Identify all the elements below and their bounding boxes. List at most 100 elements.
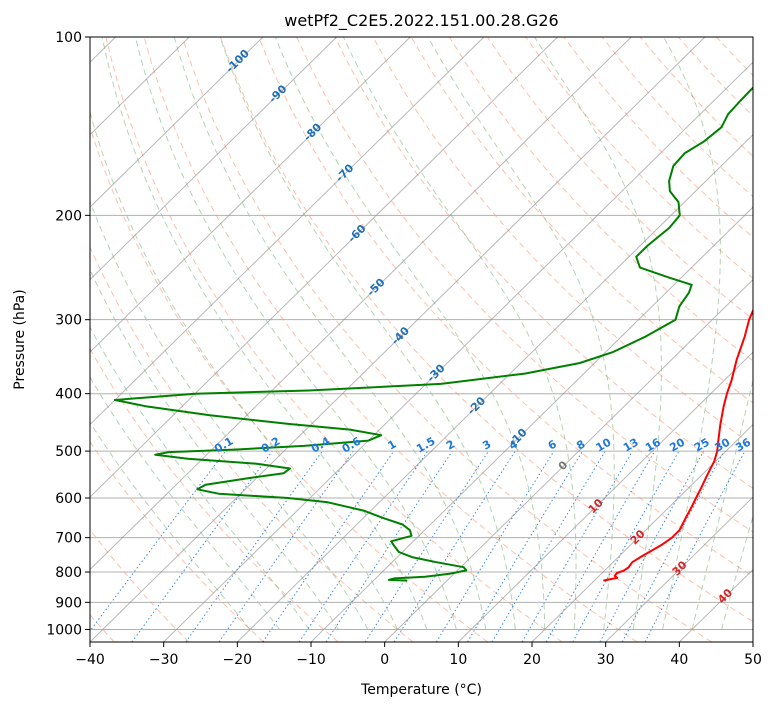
x-tick-label: 0	[380, 652, 389, 668]
isotherm-line	[90, 37, 264, 208]
moist-adiabat	[90, 421, 251, 630]
dry-adiabat	[181, 37, 712, 642]
dry-adiabat	[143, 37, 638, 642]
mixing-ratio-label: 25	[692, 436, 712, 455]
isotherm-line	[605, 496, 753, 642]
moist-adiabat	[90, 200, 369, 630]
mixing-ratio-label: 0.1	[212, 435, 235, 456]
moist-adiabat	[275, 37, 546, 630]
moist-adiabat	[173, 37, 487, 630]
moist-adiabat	[721, 514, 753, 630]
dry-adiabat	[296, 37, 753, 533]
mixing-ratio-label: 3	[480, 438, 493, 453]
isotherm-line	[310, 206, 753, 642]
dry-adiabat	[487, 37, 753, 321]
mixing-ratio-line	[545, 450, 656, 642]
dry-adiabat	[755, 37, 775, 642]
mixing-ratio-line	[262, 450, 395, 642]
moist-adiabat	[534, 37, 662, 630]
mixing-ratio-line	[467, 450, 584, 642]
mixing-ratio-label: 20	[667, 435, 687, 454]
moist-adiabat	[219, 37, 516, 630]
mixing-ratio-line	[435, 450, 555, 642]
isotherm-line	[90, 37, 558, 498]
mixing-ratio-line	[393, 450, 516, 642]
plot-frame	[89, 36, 754, 643]
temperature-profile	[603, 308, 753, 582]
mixing-ratio-line	[572, 450, 680, 642]
y-axis-label: Pressure (hPa)	[12, 289, 28, 389]
mixing-ratio-line	[185, 450, 323, 642]
isotherm-line	[163, 61, 753, 642]
y-tick-label: 800	[55, 565, 82, 581]
mixing-ratio-label: 0.6	[340, 434, 364, 455]
mixing-ratio-line	[298, 450, 429, 642]
x-axis-label: Temperature (°C)	[360, 682, 482, 698]
isotherm-line	[90, 37, 632, 571]
mixing-ratio-line	[90, 450, 226, 632]
mixing-ratio-line	[325, 450, 453, 642]
moist-adiabat	[427, 37, 615, 630]
mixing-ratio-label: 30	[713, 435, 733, 454]
isotherm-line	[90, 37, 485, 426]
mixing-ratio-label: 0.4	[309, 434, 333, 455]
isotherm-line	[457, 351, 753, 642]
background-lines	[90, 37, 775, 642]
mixing-ratio-label: 10	[594, 435, 614, 454]
y-axis-ticks: 100 200 300 400 500 600 700 800 900 1000	[46, 30, 90, 638]
x-tick-label: −20	[223, 652, 253, 668]
mixing-ratio-label: 6	[546, 437, 559, 452]
moist-adiabat	[90, 268, 339, 630]
mixing-ratio-label: 1.5	[414, 435, 437, 456]
moist-adiabat	[101, 37, 428, 630]
y-tick-label: 1000	[46, 622, 82, 638]
mixing-ratio-line	[621, 450, 725, 642]
moist-adiabat	[662, 37, 721, 630]
dry-adiabat	[258, 37, 753, 578]
isotherm-line	[90, 37, 337, 281]
moist-adiabat	[134, 37, 457, 630]
isotherm-line	[90, 37, 190, 136]
mixing-ratio-line	[218, 450, 354, 642]
dry-adiabat	[105, 37, 563, 642]
sounding-profiles	[113, 86, 753, 582]
x-tick-label: 30	[597, 652, 615, 668]
dry-adiabat	[219, 37, 753, 623]
y-tick-label: 900	[55, 595, 82, 611]
chart-title: wetPf2_C2E5.2022.151.00.28.G26	[284, 11, 558, 31]
y-tick-label: 400	[55, 387, 82, 403]
dry-adiabat	[448, 37, 753, 362]
dewpoint-profile	[113, 86, 753, 582]
dry-adiabat	[90, 125, 488, 642]
x-tick-label: 50	[744, 652, 762, 668]
dry-adiabat	[90, 528, 190, 642]
isotherm-line	[90, 37, 411, 353]
isotherm-line	[752, 641, 753, 642]
isotherm-label: -100	[223, 47, 252, 76]
moist-adiabat	[90, 376, 280, 630]
mixing-ratio-line	[131, 450, 273, 642]
y-tick-label: 200	[55, 208, 82, 224]
y-tick-label: 500	[55, 444, 82, 460]
mixing-ratio-line	[599, 450, 705, 642]
isotherm-line	[384, 278, 753, 642]
moist-adiabat	[90, 326, 310, 630]
dry-adiabat	[90, 440, 264, 642]
x-axis-ticks: −40 −30 −20 −10 0 10 20 30 40 50	[75, 642, 762, 668]
isotherm-line	[678, 568, 753, 642]
mixing-ratio-label: 2	[444, 438, 457, 453]
dry-adiabat	[372, 37, 753, 447]
dry-adiabat	[601, 37, 753, 198]
isotherm-line	[531, 423, 753, 642]
mixing-ratio-label: 1	[386, 438, 399, 453]
dry-adiabat	[334, 37, 753, 490]
y-tick-label: 700	[55, 531, 82, 547]
x-tick-label: 10	[449, 652, 467, 668]
dry-adiabat	[90, 347, 339, 642]
y-tick-label: 100	[55, 30, 82, 46]
x-tick-label: −30	[149, 652, 179, 668]
isotherm-line	[90, 37, 706, 642]
x-tick-label: −40	[75, 652, 105, 668]
moist-adiabat	[90, 110, 398, 630]
